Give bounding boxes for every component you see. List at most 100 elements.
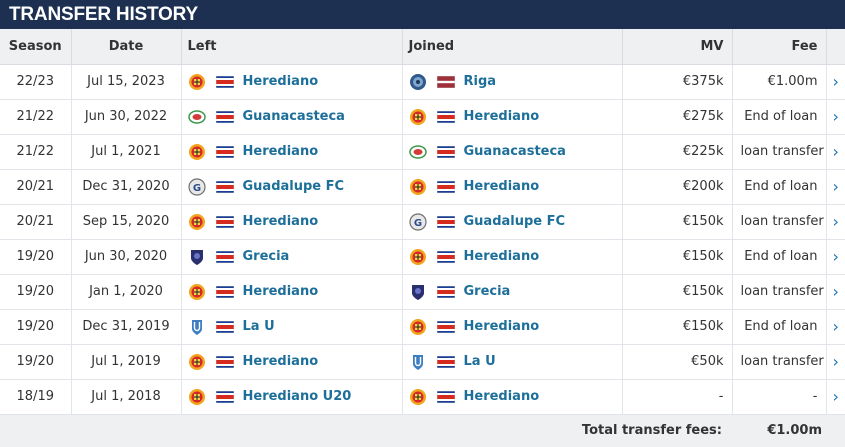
left-club-link[interactable]: Guadalupe FC [242, 179, 345, 194]
date-cell: Jul 1, 2019 [71, 344, 182, 380]
costa-rica-flag-icon [215, 250, 234, 263]
chevron-right-icon[interactable]: › [826, 204, 845, 240]
date-cell: Dec 31, 2019 [71, 309, 182, 345]
joined-club-link[interactable]: Herediano [463, 109, 540, 124]
mv-column-header: MV [622, 29, 733, 65]
left-club-cell: Herediano [181, 274, 403, 310]
table-row[interactable]: 19/20 Jul 1, 2019 Herediano La U €50k lo… [0, 344, 845, 380]
guanacasteca-crest-icon[interactable] [187, 108, 206, 126]
table-row[interactable]: 22/23 Jul 15, 2023 Herediano Riga €375k … [0, 64, 845, 100]
season-cell: 19/20 [0, 344, 72, 380]
grecia-crest-icon[interactable] [188, 248, 206, 266]
table-row[interactable]: 21/22 Jun 30, 2022 Guanacasteca Heredian… [0, 99, 845, 135]
herediano-crest-icon[interactable] [188, 388, 206, 406]
left-club-link[interactable]: Grecia [242, 249, 290, 264]
table-row[interactable]: 18/19 Jul 1, 2018 Herediano U20 Heredian… [0, 379, 845, 415]
chevron-right-icon[interactable]: › [826, 274, 845, 310]
grecia-crest-icon[interactable] [409, 283, 427, 301]
left-club-link[interactable]: Herediano [242, 284, 319, 299]
season-cell: 18/19 [0, 379, 72, 415]
left-club-link[interactable]: Herediano U20 [242, 389, 352, 404]
left-club-cell: Herediano U20 [181, 379, 403, 415]
left-club-link[interactable]: Herediano [242, 354, 319, 369]
table-row[interactable]: 20/21 Dec 31, 2020 G Guadalupe FC Heredi… [0, 169, 845, 205]
left-club-link[interactable]: Herediano [242, 74, 319, 89]
market-value-cell: €150k [622, 309, 733, 345]
chevron-right-icon[interactable]: › [826, 99, 845, 135]
joined-club-link[interactable]: Guadalupe FC [463, 214, 566, 229]
costa-rica-flag-icon [215, 180, 234, 193]
la-u-crest-icon[interactable] [409, 353, 427, 371]
left-club-link[interactable]: Herediano [242, 144, 319, 159]
fee-cell: End of loan [732, 169, 827, 205]
riga-crest-icon[interactable] [409, 73, 427, 91]
joined-club-cell: Grecia [402, 274, 623, 310]
herediano-crest-icon[interactable] [188, 353, 206, 371]
table-header-row: Season Date Left Joined MV Fee [0, 29, 845, 65]
date-cell: Jun 30, 2020 [71, 239, 182, 275]
guanacasteca-crest-icon[interactable] [408, 143, 427, 161]
chevron-right-icon[interactable]: › [826, 64, 845, 100]
chevron-right-icon[interactable]: › [826, 379, 845, 415]
joined-club-cell: Herediano [402, 309, 623, 345]
fee-column-header: Fee [732, 29, 827, 65]
joined-club-link[interactable]: La U [463, 354, 496, 369]
herediano-crest-icon[interactable] [188, 73, 206, 91]
fee-cell: loan transfer [732, 344, 827, 380]
joined-club-cell: La U [402, 344, 623, 380]
table-row[interactable]: 19/20 Jan 1, 2020 Herediano Grecia €150k… [0, 274, 845, 310]
herediano-crest-icon[interactable] [188, 283, 206, 301]
joined-club-cell: Herediano [402, 99, 623, 135]
table-row[interactable]: 19/20 Dec 31, 2019 La U Herediano €150k … [0, 309, 845, 345]
joined-column-header: Joined [402, 29, 623, 65]
left-club-link[interactable]: La U [242, 319, 275, 334]
date-cell: Jan 1, 2020 [71, 274, 182, 310]
chevron-right-icon[interactable]: › [826, 239, 845, 275]
guadalupe-crest-icon[interactable]: G [187, 177, 206, 196]
left-club-link[interactable]: Herediano [242, 214, 319, 229]
herediano-crest-icon[interactable] [409, 248, 427, 266]
joined-club-link[interactable]: Herediano [463, 319, 540, 334]
herediano-crest-icon[interactable] [409, 178, 427, 196]
costa-rica-flag-icon [215, 145, 234, 158]
date-cell: Jun 30, 2022 [71, 99, 182, 135]
joined-club-link[interactable]: Herediano [463, 249, 540, 264]
table-row[interactable]: 19/20 Jun 30, 2020 Grecia Herediano €150… [0, 239, 845, 275]
table-row[interactable]: 21/22 Jul 1, 2021 Herediano Guanacasteca… [0, 134, 845, 170]
costa-rica-flag-icon [215, 215, 234, 228]
herediano-crest-icon[interactable] [409, 108, 427, 126]
guadalupe-crest-icon[interactable]: G [408, 212, 427, 231]
season-cell: 19/20 [0, 274, 72, 310]
la-u-crest-icon[interactable] [188, 318, 206, 336]
herediano-crest-icon[interactable] [409, 318, 427, 336]
season-cell: 19/20 [0, 309, 72, 345]
herediano-crest-icon[interactable] [188, 143, 206, 161]
left-club-link[interactable]: Guanacasteca [242, 109, 345, 124]
chevron-right-icon[interactable]: › [826, 169, 845, 205]
joined-club-link[interactable]: Herediano [463, 179, 540, 194]
date-column-header: Date [71, 29, 182, 65]
herediano-crest-icon[interactable] [409, 388, 427, 406]
costa-rica-flag-icon [436, 215, 455, 228]
costa-rica-flag-icon [436, 355, 455, 368]
costa-rica-flag-icon [215, 355, 234, 368]
joined-club-link[interactable]: Herediano [463, 389, 540, 404]
fee-cell: End of loan [732, 99, 827, 135]
season-cell: 19/20 [0, 239, 72, 275]
joined-club-link[interactable]: Guanacasteca [463, 144, 566, 159]
chevron-right-icon[interactable]: › [826, 134, 845, 170]
joined-club-link[interactable]: Grecia [463, 284, 511, 299]
joined-club-link[interactable]: Riga [463, 74, 497, 89]
season-cell: 21/22 [0, 99, 72, 135]
herediano-crest-icon[interactable] [188, 213, 206, 231]
season-cell: 20/21 [0, 169, 72, 205]
chevron-right-icon[interactable]: › [826, 309, 845, 345]
total-fees-value: €1.00m [767, 423, 822, 439]
chevron-right-icon[interactable]: › [826, 344, 845, 380]
table-row[interactable]: 20/21 Sep 15, 2020 Herediano G Guadalupe… [0, 204, 845, 240]
market-value-cell: €275k [622, 99, 733, 135]
costa-rica-flag-icon [436, 145, 455, 158]
market-value-cell: €225k [622, 134, 733, 170]
fee-cell: loan transfer [732, 204, 827, 240]
costa-rica-flag-icon [215, 285, 234, 298]
